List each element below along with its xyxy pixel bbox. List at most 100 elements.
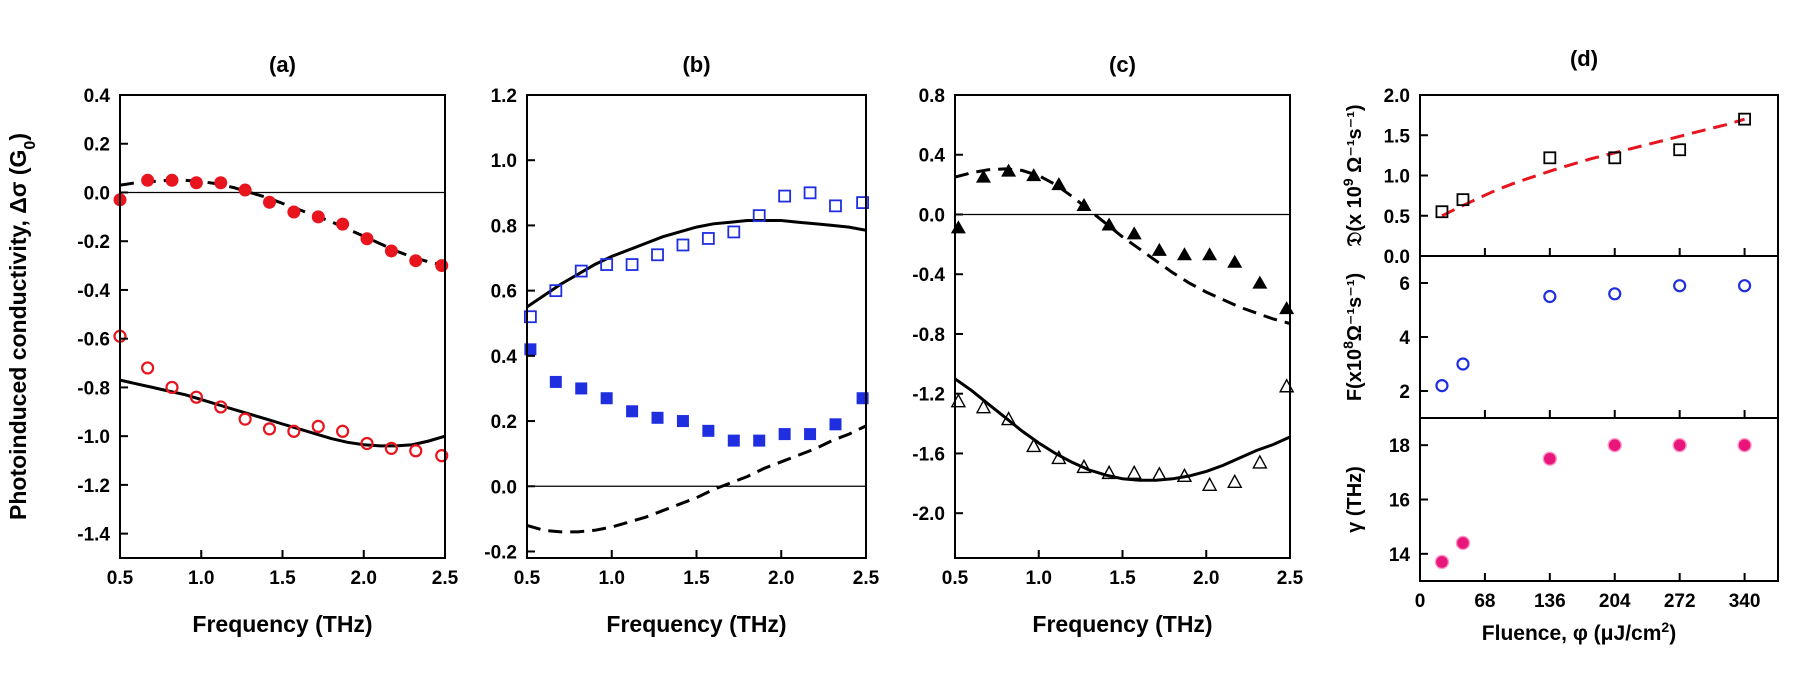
panel-d-sub1-ytick-label: 2.0 <box>1384 86 1410 107</box>
panel-d-sub1-point <box>1456 193 1470 207</box>
panel-d-sub1-point <box>1608 151 1622 165</box>
panel-c-point <box>1278 378 1295 393</box>
panel-a-point <box>165 173 179 187</box>
panel-c-ytick-label: -1.6 <box>912 444 945 465</box>
panel-d-sub2-point <box>1608 287 1622 301</box>
panel-c-point <box>1252 454 1268 469</box>
xlabel-sup: 2 <box>1661 619 1669 635</box>
panel-d-sub1: 2.0 1.5 1.0 0.5 0.0 𝔇(x 109 Ω⁻¹s⁻¹) <box>1340 86 1779 268</box>
panel-b-point <box>549 284 563 298</box>
xlabel-end: ) <box>1669 622 1676 645</box>
panel-c-point <box>1279 301 1295 315</box>
panel-d-sub1-ytick-label: 1.5 <box>1384 126 1411 147</box>
panel-d-sub1-ytick-label: 1.0 <box>1384 167 1410 188</box>
ylabel-sup: 8 <box>1340 341 1356 349</box>
panel-b-point <box>829 418 842 431</box>
panel-a-point <box>189 390 203 404</box>
panel-a-ytick-label: -1.0 <box>77 427 110 448</box>
panel-d-sub3-point <box>1542 451 1558 466</box>
panel-a-xlabel: Frequency (THz) <box>192 611 372 637</box>
panel-b-point <box>600 258 614 271</box>
panel-c-point <box>950 393 967 408</box>
panel-c-point <box>1101 217 1117 231</box>
panel-b-point <box>549 375 562 388</box>
panel-d-sub1-ytick-label: 0.5 <box>1384 207 1411 228</box>
panel-c-point <box>975 169 991 183</box>
panel-b-point <box>651 411 664 424</box>
panel-a-ytick-label: -0.4 <box>77 281 110 302</box>
panel-d-sub1-dashed-line-1 <box>1441 117 1746 218</box>
panel-d-sub3-point <box>1672 437 1687 453</box>
panel-c-point <box>1026 438 1042 453</box>
panel-b-point <box>702 424 715 437</box>
panel-d-sub1-point <box>1543 151 1557 165</box>
panel-a-point <box>336 424 350 438</box>
panel-d-label: (d) <box>1570 46 1598 71</box>
panel-c-point <box>1176 247 1192 261</box>
panel-b-point <box>651 248 664 262</box>
panel-c-point <box>975 399 992 414</box>
panel-d-sub1-point <box>1738 112 1751 126</box>
panel-b-label: (b) <box>682 52 710 77</box>
panel-a-ytick-label: -1.4 <box>77 525 110 546</box>
panel-c-point <box>1176 467 1193 483</box>
panel-c-frame <box>954 94 1291 559</box>
panel-c-point <box>1227 473 1243 489</box>
panel-a-point <box>262 422 277 436</box>
panel-b-point <box>676 238 690 252</box>
panel-b-point <box>856 196 870 209</box>
panel-c-point <box>1252 275 1268 289</box>
panel-b-dashed-line-3 <box>527 424 866 534</box>
panel-b-point <box>574 264 588 278</box>
panel-b-point <box>701 232 715 245</box>
panel-d-sub1-ytick-label: 0.0 <box>1384 247 1410 268</box>
panel-d-sub3-xtick-label: 340 <box>1729 591 1761 612</box>
panel-c-xtick-label: 2.0 <box>1193 568 1219 589</box>
panel-a-xtick-label: 0.5 <box>107 568 134 589</box>
panel-b-point <box>626 405 639 418</box>
panel-a-point <box>141 361 155 375</box>
panel-c-ytick-label: 0.0 <box>919 205 945 226</box>
panel-d-sub1-ylabel: 𝔇(x 109 Ω⁻¹s⁻¹) <box>1340 104 1366 246</box>
panel-a-point <box>311 210 325 224</box>
panel-c-ytick-label: -0.8 <box>912 325 945 346</box>
panel-a-xtick-label: 2.5 <box>432 568 459 589</box>
panel-c-ytick-label: -0.4 <box>912 265 945 286</box>
panel-a-point <box>214 400 228 414</box>
ylabel-end: Ω⁻¹s⁻¹) <box>1344 104 1366 178</box>
xlabel-text: Fluence, φ (μJ/cm <box>1482 622 1662 645</box>
panel-b-xtick-label: 2.5 <box>853 568 880 589</box>
panel-a-xtick-label: 2.0 <box>351 568 377 589</box>
panel-a-point <box>287 205 301 219</box>
ylabel-sup: 9 <box>1340 178 1356 186</box>
panel-a-ytick-label: 0.0 <box>84 183 110 204</box>
panel-b-ytick-label: 0.2 <box>491 412 517 433</box>
panel-a-point <box>384 244 398 258</box>
panel-c-point <box>1051 177 1067 191</box>
ylabel-end: Ω⁻¹s⁻¹) <box>1344 273 1366 341</box>
panel-a-ytick-label: -1.2 <box>77 476 110 497</box>
panel-c-point <box>1201 476 1218 492</box>
panel-d-sub1-point <box>1435 205 1449 219</box>
panel-d-sub3-frame <box>1419 417 1779 582</box>
panel-a-point <box>263 195 276 209</box>
ylabel-text: Photoinduced conductivity, Δσ (G <box>5 150 31 520</box>
panel-d-sub3-xtick-label: 204 <box>1599 591 1631 612</box>
panel-d-sub2: 6 4 2 F(x108Ω⁻¹s⁻¹) <box>1340 255 1779 419</box>
panel-d-sub2-point <box>1435 379 1449 393</box>
panel-d-sub2-frame <box>1419 255 1779 419</box>
panel-a-point <box>409 444 423 458</box>
panel-d-sub3-point <box>1737 437 1752 453</box>
panel-d-sub2-point <box>1673 279 1687 293</box>
panel-b-point <box>676 415 689 428</box>
panel-a: 0.5 1.0 1.5 2.0 2.5 0.4 0.2 0.0 -0.2 -0.4 -0.6 -0.8… <box>5 52 459 637</box>
panel-d-sub2-ytick-label: 2 <box>1399 382 1410 403</box>
ylabel-sub: 0 <box>22 141 39 150</box>
panel-a-xtick-label: 1.0 <box>188 568 214 589</box>
panel-d: 2.0 1.5 1.0 0.5 0.0 𝔇(x 109 Ω⁻¹s⁻¹) 642F(x108Ω… <box>1340 46 1779 645</box>
panel-a-point <box>141 173 155 187</box>
panel-d-sub2-point <box>1456 357 1470 371</box>
panel-b-xlabel: Frequency (THz) <box>606 611 786 637</box>
panel-b-xtick-label: 2.0 <box>768 568 794 589</box>
panel-c: 0.5 1.0 1.5 2.0 2.5 0.8 0.4 0.0 -0.4 -0.8 -1.2 -1.6… <box>912 52 1303 637</box>
